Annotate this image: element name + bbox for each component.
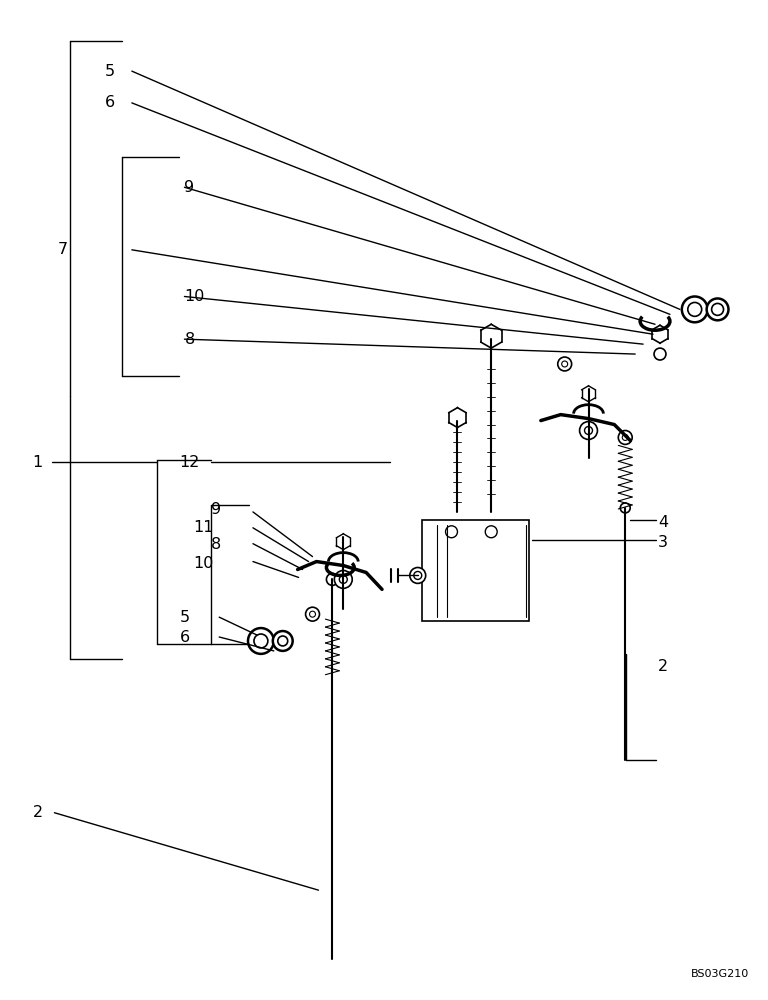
Circle shape — [445, 526, 458, 538]
Circle shape — [248, 628, 274, 654]
Circle shape — [707, 298, 729, 320]
Circle shape — [688, 302, 702, 316]
Circle shape — [273, 631, 293, 651]
Circle shape — [254, 634, 268, 648]
Circle shape — [622, 434, 628, 440]
Bar — [422, 520, 529, 621]
Circle shape — [485, 526, 497, 538]
Circle shape — [306, 607, 319, 621]
Circle shape — [580, 422, 598, 439]
Circle shape — [618, 431, 632, 444]
Text: BS03G210: BS03G210 — [691, 969, 750, 979]
Text: 9: 9 — [211, 502, 221, 517]
Circle shape — [654, 348, 666, 360]
Text: 6: 6 — [105, 95, 115, 110]
Text: 3: 3 — [658, 535, 668, 550]
Circle shape — [334, 570, 353, 588]
Circle shape — [414, 571, 422, 579]
Circle shape — [584, 427, 592, 434]
Circle shape — [410, 568, 425, 583]
Text: 9: 9 — [184, 180, 194, 195]
Text: 11: 11 — [194, 520, 214, 535]
Circle shape — [621, 503, 631, 513]
Circle shape — [712, 303, 723, 315]
Circle shape — [682, 296, 707, 322]
Circle shape — [558, 357, 571, 371]
Text: 8: 8 — [211, 537, 221, 552]
Circle shape — [561, 361, 568, 367]
Circle shape — [326, 573, 339, 585]
Text: 5: 5 — [105, 64, 115, 79]
Text: 10: 10 — [194, 556, 214, 571]
Circle shape — [310, 611, 316, 617]
Text: 6: 6 — [180, 630, 190, 645]
Text: 2: 2 — [32, 805, 43, 820]
Text: 12: 12 — [180, 455, 200, 470]
Text: 5: 5 — [180, 610, 190, 625]
Text: 10: 10 — [184, 289, 205, 304]
Text: 7: 7 — [58, 242, 68, 257]
Circle shape — [339, 575, 347, 583]
Circle shape — [278, 636, 288, 646]
Text: 2: 2 — [658, 659, 668, 674]
Text: 8: 8 — [184, 332, 195, 347]
Text: 1: 1 — [32, 455, 43, 470]
Text: 4: 4 — [658, 515, 668, 530]
